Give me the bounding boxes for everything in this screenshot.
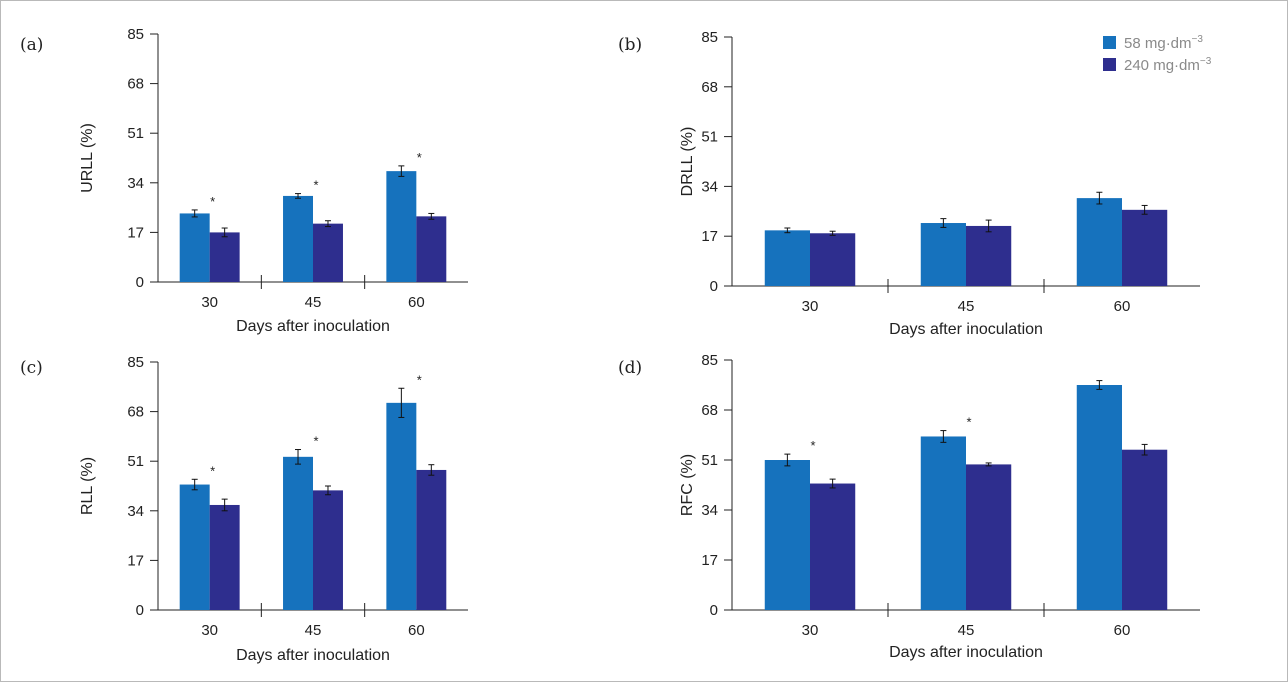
y-tick-label-d-1: 17 [701,552,718,569]
legend-label-58: 58 mg·dm−3 [1124,34,1203,52]
y-tick-label-a-3: 51 [127,125,144,142]
y-tick-label-d-0: 0 [710,602,718,619]
y-tick-label-a-5: 85 [127,26,144,43]
x-tick-label-a-1: 45 [305,294,322,311]
bar-a-s1-0 [179,213,210,282]
y-tick-label-c-3: 51 [127,453,144,470]
x-tick-label-d-0: 30 [802,622,819,639]
bar-a-s1-1 [283,195,313,282]
y-tick-label-b-5: 85 [701,29,718,46]
y-tick-label-b-4: 68 [701,79,718,96]
x-tick-label-c-0: 30 [201,622,218,639]
significance-marker-c-2: * [417,372,422,387]
bar-c-s2-1 [313,490,343,610]
bar-b-s1-2 [1076,198,1122,286]
bar-d-s1-2 [1076,385,1122,610]
bar-b-s2-2 [1122,209,1168,286]
significance-marker-d-0: * [810,438,815,453]
bar-d-s1-1 [920,436,966,610]
x-axis-label-d: Days after inoculation [889,644,1043,661]
x-tick-label-b-0: 30 [802,298,819,315]
y-tick-label-a-0: 0 [136,274,144,291]
bar-b-s2-0 [810,233,856,286]
bar-d-s2-1 [966,464,1012,610]
y-tick-label-d-3: 51 [701,452,718,469]
x-tick-label-a-0: 30 [201,294,218,311]
bar-a-s2-0 [209,232,240,282]
x-tick-label-c-1: 45 [305,622,322,639]
bar-c-s1-2 [386,402,417,610]
y-tick-label-b-0: 0 [710,278,718,295]
bar-b-s1-0 [764,230,810,286]
significance-marker-c-1: * [313,434,318,449]
y-tick-label-c-4: 68 [127,404,144,421]
significance-marker-a-1: * [313,178,318,193]
panel-letter-b: (b) [618,35,642,55]
bar-b-s2-1 [966,225,1012,286]
bar-a-s2-1 [313,223,343,282]
x-tick-label-b-1: 45 [958,298,975,315]
x-tick-label-c-2: 60 [408,622,425,639]
y-axis-label-d: RFC (%) [679,454,696,516]
bar-a-s1-2 [386,171,417,282]
bar-c-s1-0 [179,484,210,610]
bar-c-s2-0 [209,504,240,610]
y-tick-label-d-4: 68 [701,402,718,419]
y-tick-label-d-5: 85 [701,352,718,369]
x-axis-label-c: Days after inoculation [236,647,390,664]
y-tick-label-d-2: 34 [701,502,718,519]
bar-b-s1-1 [920,223,966,286]
bar-d-s1-0 [764,460,810,610]
x-tick-label-a-2: 60 [408,294,425,311]
legend-label-240: 240 mg·dm−3 [1124,56,1212,74]
y-tick-label-c-5: 85 [127,354,144,371]
y-tick-label-a-4: 68 [127,76,144,93]
x-tick-label-d-1: 45 [958,622,975,639]
y-tick-label-b-2: 34 [701,178,718,195]
bar-c-s2-2 [416,469,447,610]
y-axis-label-c: RLL (%) [79,457,96,515]
significance-marker-a-2: * [417,150,422,165]
y-tick-label-b-1: 17 [701,228,718,245]
x-axis-label-a: Days after inoculation [236,318,390,335]
y-tick-label-c-1: 17 [127,552,144,569]
panel-letter-d: (d) [618,358,642,378]
y-tick-label-c-2: 34 [127,503,144,520]
bar-a-s2-2 [416,216,447,282]
x-tick-label-d-2: 60 [1114,622,1131,639]
significance-marker-c-0: * [210,463,215,478]
panel-letter-a: (a) [20,35,43,55]
significance-marker-d-1: * [966,415,971,430]
y-axis-label-b: DRLL (%) [679,127,696,197]
y-tick-label-a-1: 17 [127,224,144,241]
significance-marker-a-0: * [210,194,215,209]
bar-d-s2-0 [810,483,856,610]
legend-swatch-240 [1103,58,1116,71]
legend: 58 mg·dm−3 240 mg·dm−3 [1103,34,1212,74]
bar-d-s2-2 [1122,449,1168,610]
y-axis-label-a: URLL (%) [79,123,96,193]
legend-swatch-58 [1103,36,1116,49]
panel-letter-c: (c) [20,358,43,378]
x-axis-label-b: Days after inoculation [889,321,1043,338]
y-tick-label-a-2: 34 [127,175,144,192]
bar-c-s1-1 [283,456,313,610]
y-tick-label-c-0: 0 [136,602,144,619]
x-tick-label-b-2: 60 [1114,298,1131,315]
y-tick-label-b-3: 51 [701,129,718,146]
